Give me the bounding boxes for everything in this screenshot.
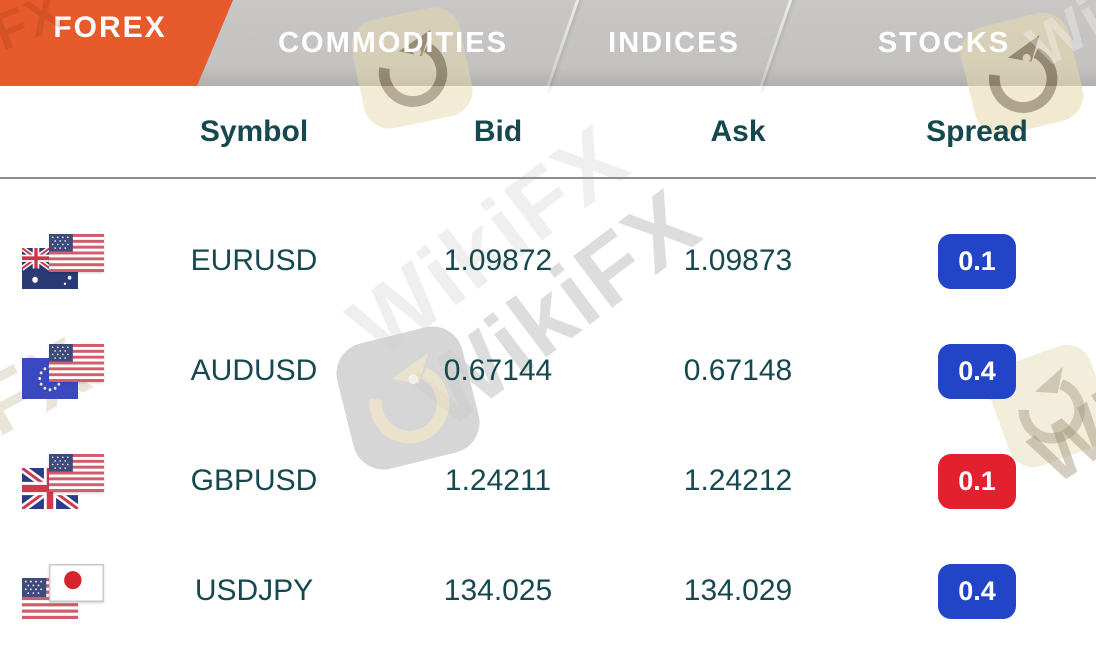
quotes-table: EURUSD 1.09872 1.09873 0.1 AUDUSD 0.6714… (0, 179, 1096, 646)
flag-front-icon (49, 343, 104, 382)
flag-front-icon (49, 233, 104, 272)
tab-forex-label[interactable]: FOREX (53, 11, 167, 44)
symbol-cell: EURUSD (190, 244, 318, 277)
header-divider (0, 177, 1096, 179)
table-header: Symbol Bid Ask Spread (0, 86, 1096, 178)
currency-pair-flags (22, 343, 106, 399)
bid-cell: 134.025 (443, 574, 553, 607)
spread-badge: 0.4 (938, 563, 1016, 619)
bid-cell: 0.67144 (443, 354, 553, 387)
spread-badge: 0.4 (938, 343, 1016, 399)
header-spread: Spread (926, 115, 1028, 148)
tab-bar: FOREX COMMODITIES INDICES STOCKS (0, 0, 1096, 92)
flag-front-icon (49, 453, 104, 492)
flag-front-icon (49, 563, 104, 602)
table-row-gbpusd[interactable]: GBPUSD 1.24211 1.24212 0.1 (0, 426, 1096, 536)
header-symbol: Symbol (199, 115, 309, 148)
bid-cell: 1.09872 (443, 244, 553, 277)
ask-cell: 1.09873 (683, 244, 793, 277)
ask-cell: 0.67148 (683, 354, 793, 387)
table-row-audusd[interactable]: AUDUSD 0.67144 0.67148 0.4 (0, 316, 1096, 426)
tab-stocks[interactable]: STOCKS (877, 27, 1011, 59)
header-ask: Ask (710, 115, 766, 148)
table-row-eurusd[interactable]: EURUSD 1.09872 1.09873 0.1 (0, 206, 1096, 316)
currency-pair-flags (22, 453, 106, 509)
spread-badge: 0.1 (938, 233, 1016, 289)
ask-cell: 1.24212 (683, 464, 793, 497)
bid-cell: 1.24211 (444, 464, 552, 497)
currency-pair-flags (22, 233, 106, 289)
currency-pair-flags (22, 563, 106, 619)
symbol-cell: USDJPY (194, 574, 314, 607)
tab-commodities[interactable]: COMMODITIES (278, 27, 508, 59)
symbol-cell: GBPUSD (190, 464, 318, 497)
table-row-usdjpy[interactable]: USDJPY 134.025 134.029 0.4 (0, 536, 1096, 646)
header-bid: Bid (473, 115, 523, 148)
tab-forex[interactable] (0, 0, 233, 86)
tab-indices[interactable]: INDICES (608, 27, 740, 59)
ask-cell: 134.029 (683, 574, 793, 607)
spread-badge: 0.1 (938, 453, 1016, 509)
symbol-cell: AUDUSD (190, 354, 318, 387)
